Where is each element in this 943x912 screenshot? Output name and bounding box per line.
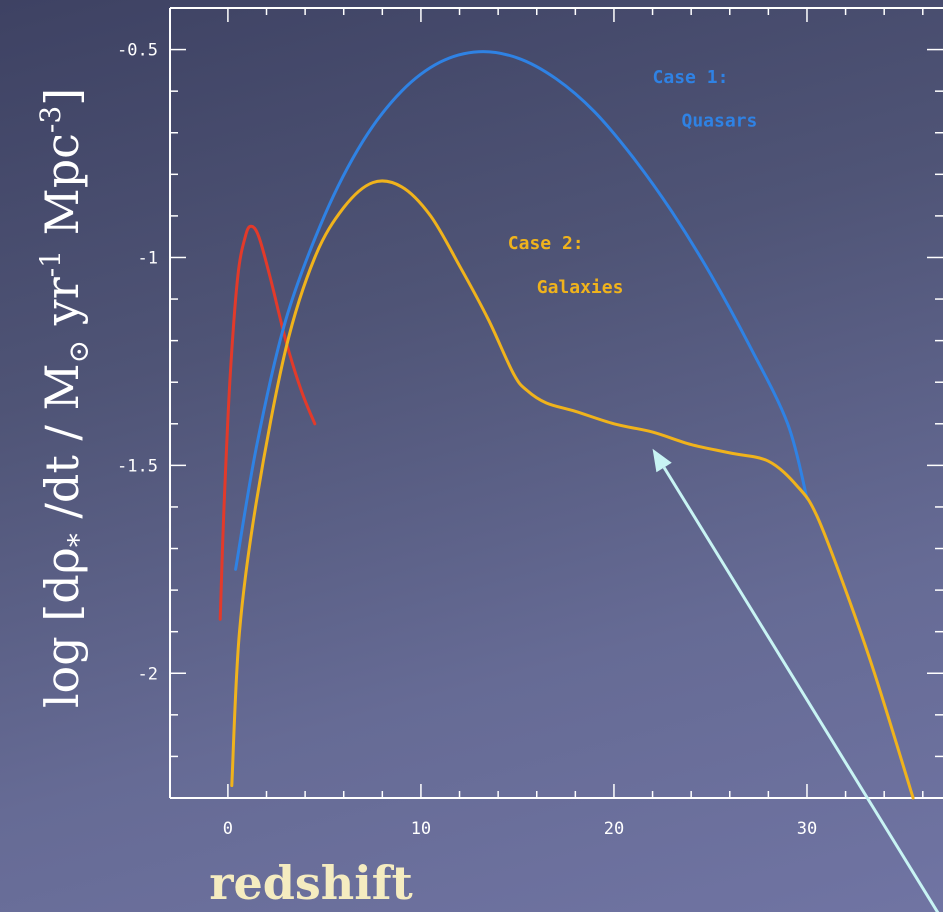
- y-axis-title: log [dρ* /dt / M⊙ yr-1 Mpc-3]: [34, 88, 95, 708]
- ylabel-sub2: ⊙: [62, 340, 95, 363]
- annotation-label: Case 2:: [508, 233, 584, 254]
- annotation-label: Quasars: [682, 111, 758, 132]
- y-tick-label: -1: [138, 248, 158, 268]
- svg-text:log [dρ* /dt / M⊙ yr-1 Mpc-3]: log [dρ* /dt / M⊙ yr-1 Mpc-3]: [34, 88, 95, 708]
- ylabel-mid1: /dt / M: [35, 363, 89, 533]
- annotation-label: Galaxies: [537, 277, 624, 298]
- pointer-arrow-shaft: [662, 466, 940, 912]
- annotation-label: Case 1:: [653, 67, 729, 88]
- ylabel-sup1: -1: [34, 250, 67, 277]
- pointer-arrow-head: [652, 448, 672, 473]
- ylabel-prefix: log [dρ: [35, 547, 89, 708]
- ylabel-mid3: Mpc: [35, 133, 89, 250]
- y-tick-label: -0.5: [117, 41, 158, 61]
- x-tick-label: 30: [797, 819, 817, 839]
- y-tick-label: -1.5: [117, 456, 158, 476]
- ylabel-sup2: -3: [34, 106, 67, 133]
- arrow-layer: [652, 448, 940, 912]
- x-tick-label: 10: [411, 819, 431, 839]
- x-tick-label: 0: [223, 819, 233, 839]
- ylabel-suffix: ]: [35, 88, 89, 106]
- x-tick-label: 20: [604, 819, 624, 839]
- series-line-blue: [234, 50, 809, 571]
- x-axis-title: redshift: [209, 856, 413, 910]
- ylabel-mid2: yr: [35, 277, 89, 340]
- series-line-red: [218, 224, 317, 621]
- y-tick-label: -2: [138, 664, 158, 684]
- series-line-yellow: [230, 179, 915, 800]
- ylabel-sub1: *: [62, 533, 95, 547]
